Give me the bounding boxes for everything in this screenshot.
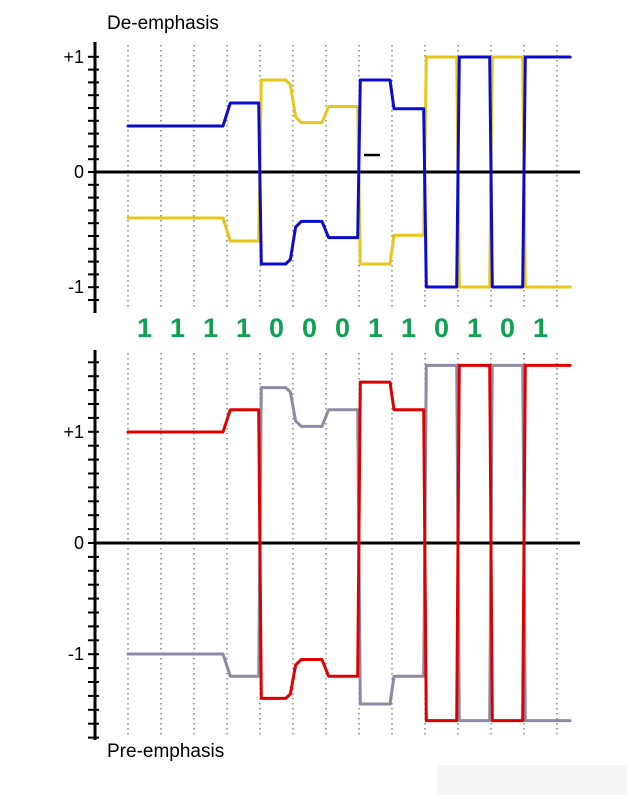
top-chart-title: De-emphasis bbox=[107, 13, 219, 34]
bit-digit: 1 bbox=[533, 313, 548, 343]
bit-digit: 1 bbox=[170, 313, 185, 343]
bit-digit: 1 bbox=[236, 313, 251, 343]
bit-digit: 0 bbox=[500, 313, 515, 343]
bottom-chart-title: Pre-emphasis bbox=[107, 741, 224, 762]
pre-emphasis-true-line-red bbox=[126, 363, 572, 723]
y-axis-label: 0 bbox=[74, 533, 84, 553]
y-axis-label: 0 bbox=[74, 162, 84, 182]
y-axis-label: -1 bbox=[68, 644, 84, 664]
pre-emphasis-chart: +1 0 -1 bbox=[63, 350, 580, 740]
bit-digit: 1 bbox=[203, 313, 218, 343]
bit-digit: 0 bbox=[302, 313, 317, 343]
y-axis-label: +1 bbox=[63, 47, 84, 67]
bit-digit: 1 bbox=[401, 313, 416, 343]
de-emphasis-true-line-blue bbox=[126, 55, 572, 289]
bit-digit: 0 bbox=[434, 313, 449, 343]
bit-digit: 0 bbox=[335, 313, 350, 343]
bit-digit: 1 bbox=[368, 313, 383, 343]
bit-digit: 1 bbox=[137, 313, 152, 343]
bit-digit: 1 bbox=[467, 313, 482, 343]
de-emphasis-chart: +1 0 -1 bbox=[63, 42, 580, 313]
bit-digit: 0 bbox=[269, 313, 284, 343]
y-axis-label: -1 bbox=[68, 277, 84, 297]
watermark-patch bbox=[437, 765, 627, 795]
y-axis-label: +1 bbox=[63, 422, 84, 442]
